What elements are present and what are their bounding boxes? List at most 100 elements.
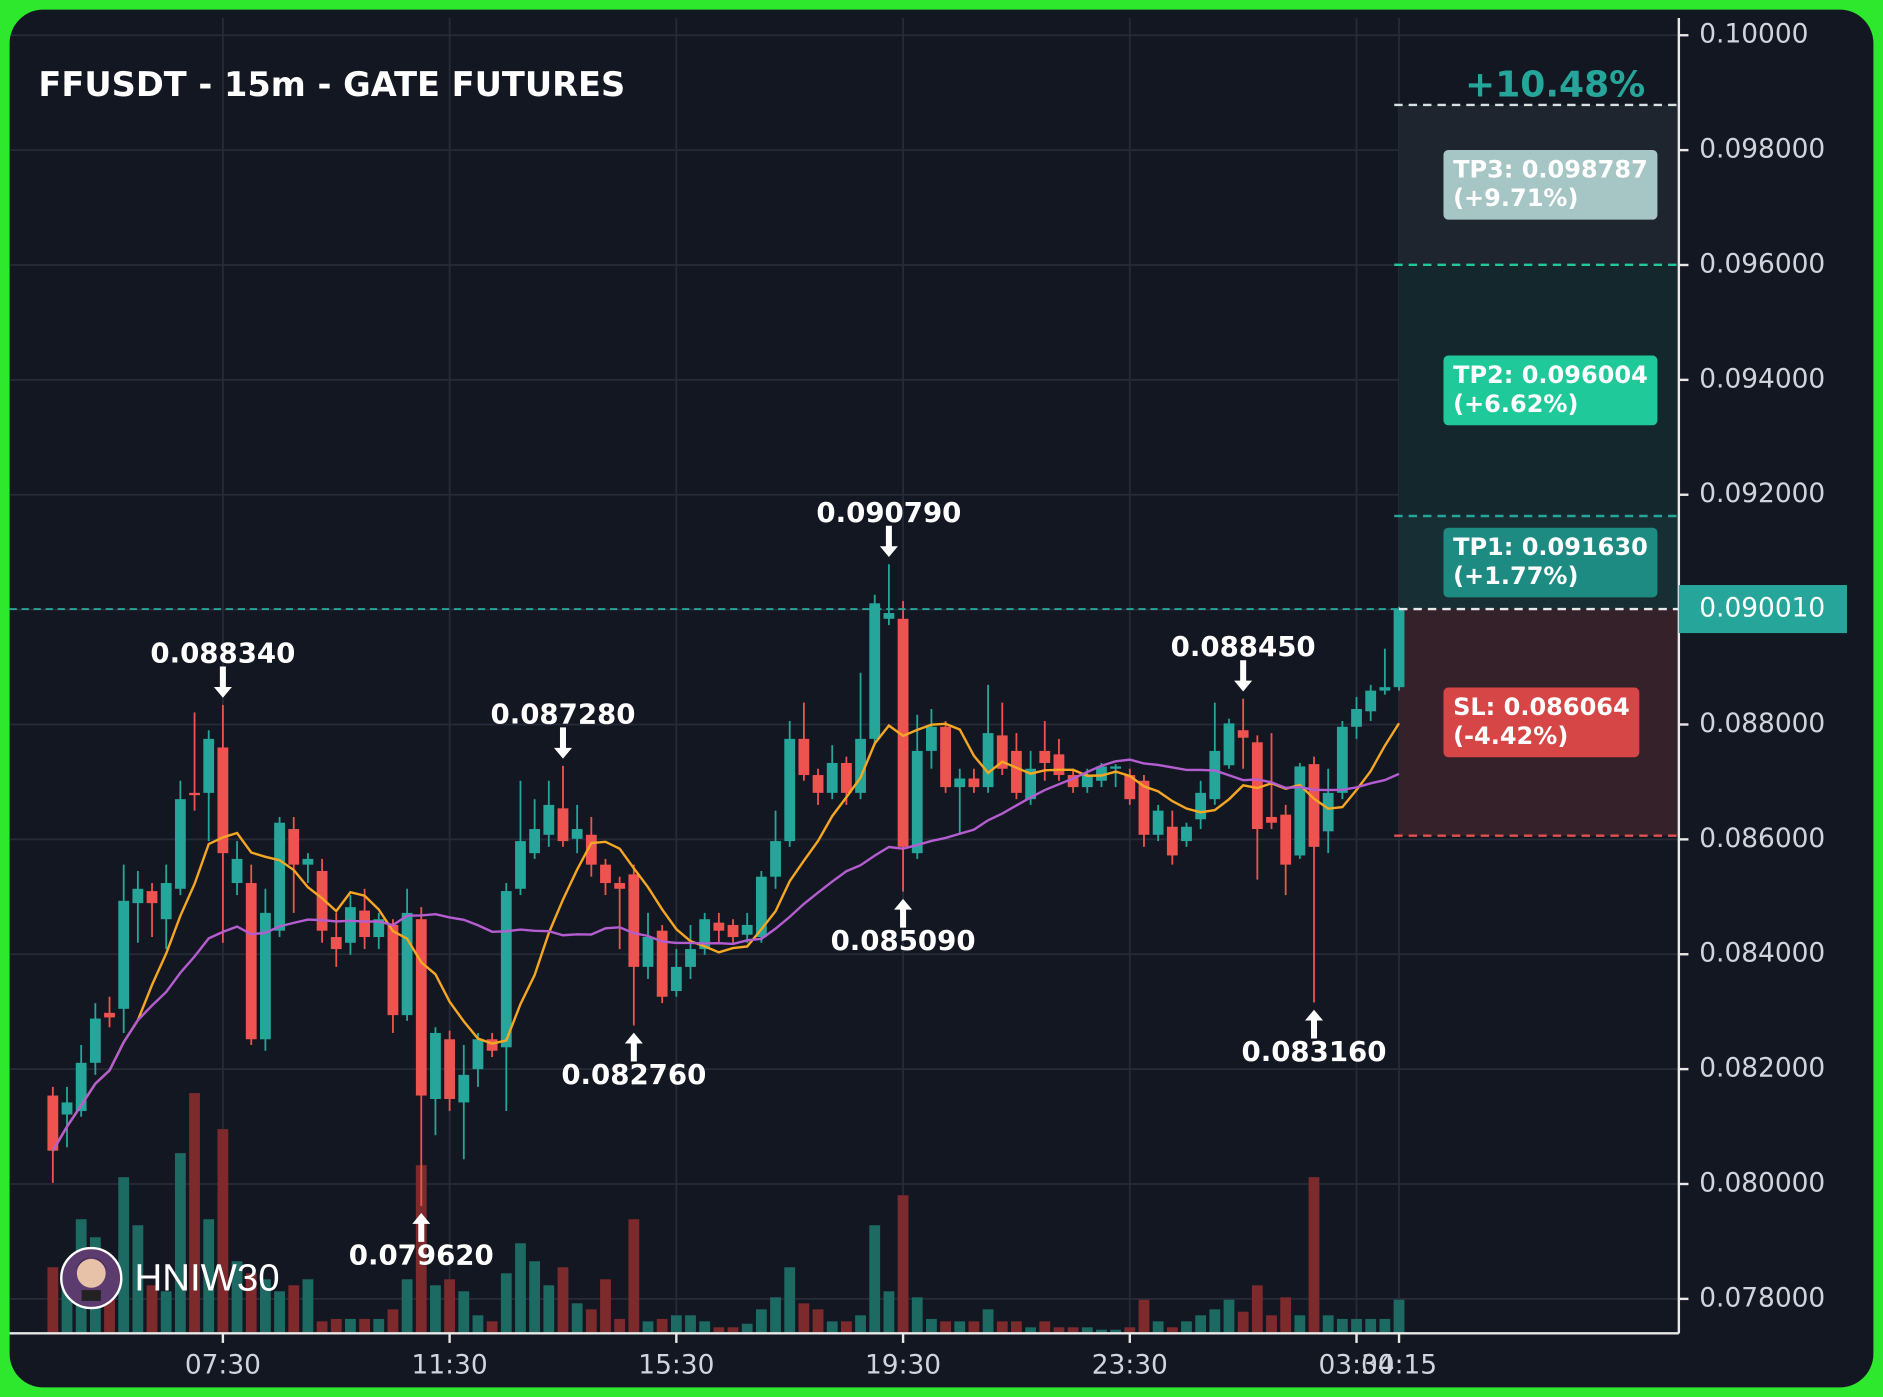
volume-bar <box>755 1309 767 1334</box>
candle-body <box>160 883 172 920</box>
candle-body <box>1053 754 1065 776</box>
volume-bar <box>543 1285 555 1334</box>
candle-body <box>1266 816 1277 823</box>
volume-bar <box>203 1219 215 1334</box>
target-change: (+6.62%) <box>1453 390 1578 418</box>
candle-body <box>982 733 994 788</box>
y-tick-label: 0.080000 <box>1699 1167 1825 1198</box>
annotation-label: 0.087280 <box>491 697 636 730</box>
candle-body <box>741 924 753 935</box>
volume-bar <box>685 1315 696 1334</box>
candle-body <box>500 891 512 1048</box>
y-tick-label: 0.084000 <box>1699 938 1825 969</box>
volume-bar <box>1322 1315 1334 1334</box>
volume-bar <box>1152 1321 1164 1334</box>
volume-bar <box>288 1285 300 1334</box>
y-tick-label: 0.094000 <box>1699 363 1825 394</box>
volume-bar <box>1195 1315 1207 1334</box>
annotation-arrow <box>553 727 572 759</box>
volume-bar <box>160 1291 172 1334</box>
target-box <box>1443 150 1658 220</box>
candle-body <box>401 912 413 1016</box>
target-label: TP2: 0.096004 <box>1453 361 1648 389</box>
volume-bar <box>855 1315 866 1334</box>
volume-bar <box>770 1297 781 1334</box>
candle-body <box>1039 750 1051 763</box>
volume-bar <box>670 1315 682 1334</box>
candle-body <box>415 919 427 1096</box>
candle-body <box>1025 768 1037 800</box>
volume-bar <box>1011 1321 1022 1334</box>
annotation-arrow <box>879 525 898 558</box>
candle-body <box>670 966 682 992</box>
candle-body <box>515 841 526 889</box>
volume-bar <box>1223 1299 1235 1334</box>
annotation-arrow <box>1234 660 1253 692</box>
volume-bar <box>840 1321 852 1334</box>
candle-body <box>911 750 923 854</box>
volume-bar <box>1081 1327 1093 1334</box>
candle-body <box>1336 726 1348 793</box>
target-box <box>1443 527 1658 598</box>
volume-bar <box>1294 1315 1306 1334</box>
volume-bar <box>1393 1299 1405 1334</box>
volume-bar <box>628 1219 640 1334</box>
volume-bar <box>812 1309 824 1334</box>
annotation-label: 0.088450 <box>1171 630 1316 663</box>
volume-bar <box>968 1321 980 1334</box>
volume-bar <box>132 1225 144 1334</box>
volume-bar <box>359 1318 370 1334</box>
volume-bar <box>557 1267 569 1334</box>
x-tick-label: 03:30 <box>1318 1349 1394 1380</box>
volume-bar <box>713 1327 725 1334</box>
volume-bar <box>373 1318 385 1334</box>
y-tick-label: 0.078000 <box>1699 1282 1825 1313</box>
candle-body <box>174 799 186 889</box>
candle-body <box>926 726 937 751</box>
volume-bar <box>1025 1327 1037 1334</box>
annotation-label: 0.090790 <box>816 496 961 529</box>
candle-body <box>1124 775 1136 800</box>
volume-bar <box>1336 1318 1348 1334</box>
volume-bar <box>189 1093 200 1334</box>
volume-bar <box>940 1321 951 1334</box>
candle-body <box>855 738 866 793</box>
candle-body <box>529 829 541 854</box>
candle-body <box>89 1018 101 1063</box>
candle-body <box>770 841 781 877</box>
candle-body <box>713 922 725 931</box>
candle-body <box>727 924 739 938</box>
candle-body <box>1181 826 1192 842</box>
candle-body <box>359 910 370 938</box>
candle-body <box>784 738 796 842</box>
volume-bar <box>345 1318 356 1334</box>
volume-bar <box>1280 1297 1292 1334</box>
candle-body <box>869 603 881 739</box>
candle-body <box>61 1102 73 1115</box>
y-tick-label: 0.082000 <box>1699 1053 1825 1084</box>
candle-body <box>1011 750 1022 793</box>
candle-body <box>996 735 1008 769</box>
volume-bar <box>897 1195 909 1334</box>
volume-bar <box>47 1267 59 1334</box>
volume-bar <box>458 1291 470 1334</box>
volume-bar <box>1124 1327 1136 1334</box>
candle-body <box>1365 690 1377 712</box>
candle-body <box>954 778 966 788</box>
candle-body <box>1110 766 1122 769</box>
candle-body <box>1152 810 1164 835</box>
volume-bar <box>1237 1311 1249 1334</box>
volume-bar <box>61 1279 73 1334</box>
y-tick-label: 0.092000 <box>1699 478 1825 509</box>
volume-bar <box>1266 1315 1277 1334</box>
candle-body <box>571 829 583 839</box>
volume-bar <box>656 1318 668 1334</box>
volume-bar <box>316 1321 328 1334</box>
last-price-tag <box>1678 585 1847 634</box>
candle-body <box>430 1032 441 1099</box>
annotation-label: 0.083160 <box>1242 1035 1387 1068</box>
candle-body <box>600 864 611 884</box>
candle-body <box>812 775 824 793</box>
annotation-arrow <box>213 666 232 698</box>
